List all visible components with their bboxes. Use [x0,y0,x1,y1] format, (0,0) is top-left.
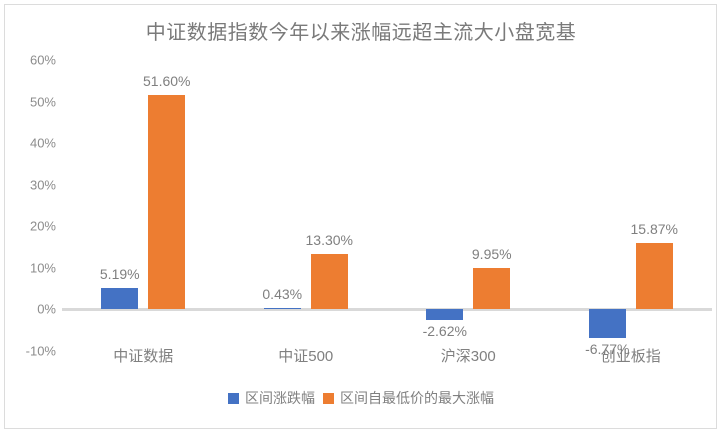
legend-item-1[interactable]: 区间自最低价的最大涨幅 [323,388,494,408]
legend-label: 区间自最低价的最大涨幅 [340,390,494,406]
bar-data-label: 0.43% [262,285,303,302]
x-axis-category-label: 创业板指 [600,348,661,365]
bar-max-rise-from-low[interactable] [148,94,186,310]
bar-interval-change[interactable] [426,309,464,321]
bar-interval-change[interactable] [101,287,139,310]
bar-data-label: 9.95% [471,246,512,263]
bar-max-rise-from-low[interactable] [473,268,511,310]
bar-data-label: -6.77% [585,340,630,357]
bar-interval-change[interactable] [588,309,626,338]
x-axis-category-label: 中证数据 [113,348,174,365]
legend-swatch-icon [228,392,239,404]
legend-item-0[interactable]: 区间涨跌幅 [228,388,315,408]
y-axis-tick-label: -10% [25,343,56,359]
chart-legend: 区间涨跌幅 区间自最低价的最大涨幅 [0,388,722,408]
bar-data-label: 5.19% [99,265,140,282]
y-axis-tick-label: 40% [29,135,56,151]
bar-data-label: 51.60% [143,72,191,89]
bar-data-label: 13.30% [305,232,353,249]
y-axis-tick-label: 30% [29,177,56,193]
y-axis-tick-label: 20% [29,218,56,234]
x-axis-category-label: 沪深300 [440,348,496,365]
bar-data-label: 15.87% [630,221,678,238]
y-axis-tick-label: 60% [29,52,56,68]
zero-axis-line [62,308,712,312]
bar-data-label: -2.62% [422,323,467,340]
x-axis-category-label: 中证500 [278,348,334,365]
y-axis-tick-label: 10% [29,260,56,276]
y-axis-tick-label: 50% [29,94,56,110]
legend-swatch-icon [323,392,334,404]
bar-max-rise-from-low[interactable] [635,243,673,310]
plot-area [62,60,712,351]
bar-interval-change[interactable] [263,307,301,310]
y-axis: 60% 50% 40% 30% 20% 10% 0% -10% [0,53,56,359]
legend-label: 区间涨跌幅 [245,390,315,406]
chart-title: 中证数据指数今年以来涨幅远超主流大小盘宽基 [145,22,577,44]
bar-max-rise-from-low[interactable] [310,254,348,310]
y-axis-tick-label: 0% [37,301,56,317]
